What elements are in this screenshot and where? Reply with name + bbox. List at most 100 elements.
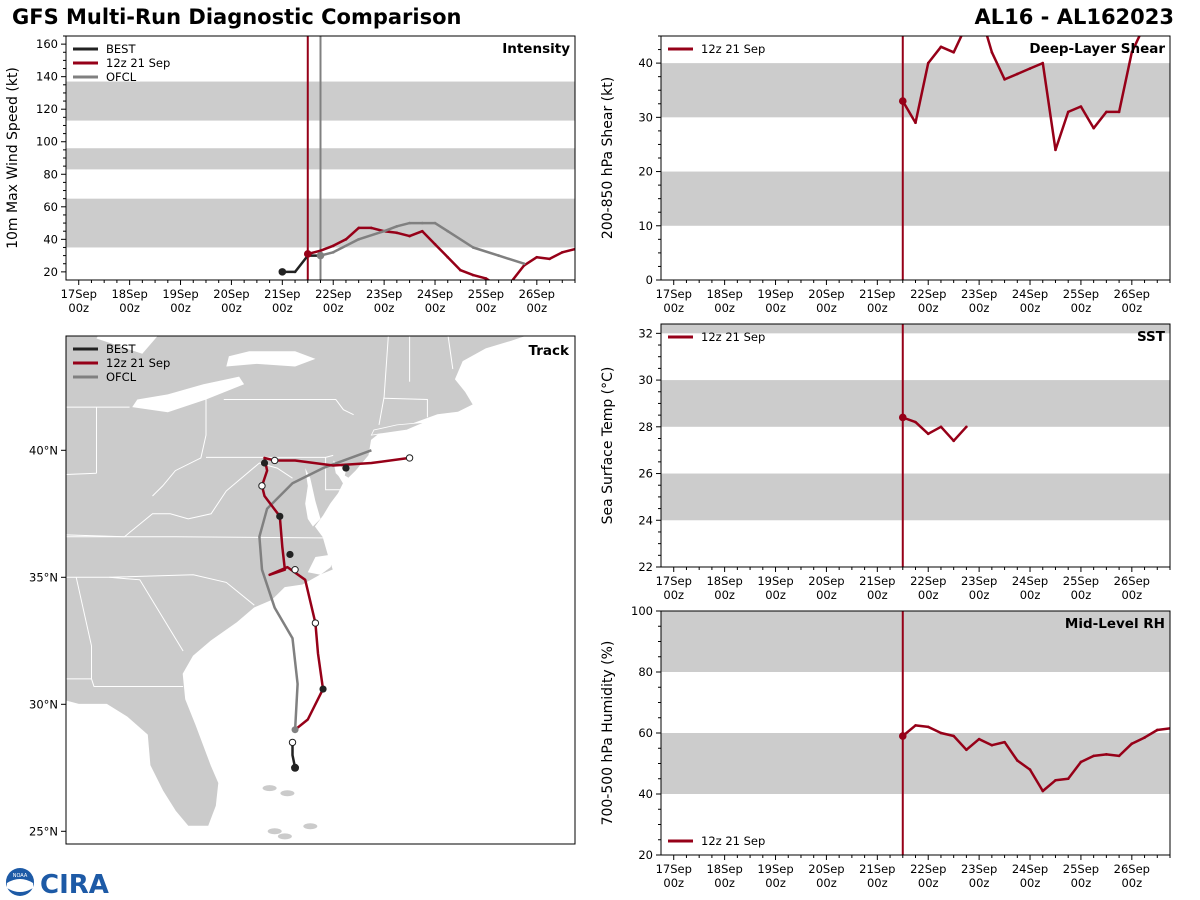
track-state-border [206, 454, 334, 458]
rh-legend-label: 12z 21 Sep [701, 834, 765, 848]
intensity-run-point [331, 244, 335, 248]
sst-xtick-hour: 00z [816, 588, 837, 602]
rh-xtick-hour: 00z [1121, 876, 1142, 890]
rh-xtick-label: 24Sep [1012, 862, 1048, 876]
sst-band-0 [661, 473, 1170, 521]
intensity-ofcl-point [408, 221, 411, 225]
intensity-ytick-label: 160 [36, 37, 58, 51]
track-run-point [276, 512, 284, 520]
sst-run-line [902, 416, 968, 443]
intensity-run-point [471, 273, 475, 277]
shear-xtick-label: 22Sep [910, 287, 946, 301]
page-title: GFS Multi-Run Diagnostic Comparison [12, 5, 462, 29]
intensity-xtick-label: 26Sep [519, 287, 555, 301]
track-state-border [66, 536, 324, 539]
intensity-run-point [395, 231, 399, 235]
intensity-xtick-hour: 00z [425, 301, 446, 315]
shear-xtick-label: 19Sep [757, 287, 793, 301]
noaa-logo-badge: NOAA [13, 873, 28, 879]
intensity-xtick-label: 17Sep [61, 287, 97, 301]
intensity-run-point [303, 250, 312, 258]
sst-xtick-hour: 00z [969, 588, 990, 602]
shear-ytick-label: 20 [638, 165, 653, 179]
intensity-run-point [421, 229, 424, 233]
track-state-border [66, 574, 255, 606]
shear-run-point [1028, 67, 1032, 70]
sst-xtick-hour: 00z [663, 588, 684, 602]
shear-xtick-hour: 00z [969, 301, 990, 315]
sst-run-point [898, 413, 907, 422]
rh-xtick-label: 18Sep [706, 862, 742, 876]
sst-xtick-label: 24Sep [1012, 574, 1048, 588]
shear-run-point [1117, 110, 1121, 114]
intensity-ofcl-point [497, 254, 500, 257]
sst-panel: 22242628303217Sep00z18Sep00z19Sep00z20Se… [600, 323, 1171, 602]
shear-xtick-label: 24Sep [1012, 287, 1048, 301]
intensity-title: Intensity [502, 41, 570, 57]
track-land [66, 336, 528, 827]
shear-ylabel: 200-850 hPa Shear (kt) [600, 77, 616, 239]
intensity-xtick-label: 24Sep [417, 287, 453, 301]
sst-xtick-label: 17Sep [656, 574, 692, 588]
track-state-border [66, 472, 97, 476]
intensity-ytick-label: 60 [43, 200, 58, 214]
intensity-panel: 2040608010012014016017Sep00z18Sep00z19Se… [5, 35, 576, 315]
shear-ytick-label: 0 [646, 273, 653, 287]
sst-legend-label: 12z 21 Sep [701, 330, 765, 344]
rh-run-point [898, 732, 907, 740]
track-run-point [311, 619, 320, 627]
rh-run-point [977, 737, 981, 741]
sst-xtick-label: 21Sep [859, 574, 895, 588]
rh-ytick-label: 60 [638, 726, 653, 740]
intensity-best-point [293, 270, 297, 274]
intensity-xtick-hour: 00z [374, 301, 395, 315]
track-run-point [260, 459, 269, 467]
shear-plot-area [661, 36, 1170, 280]
rh-xtick-hour: 00z [714, 876, 735, 890]
intensity-ofcl-point [522, 262, 526, 266]
rh-run-point [939, 731, 943, 735]
intensity-xtick-hour: 00z [272, 301, 293, 315]
intensity-xtick-label: 21Sep [264, 287, 300, 301]
sst-xtick-label: 18Sep [706, 574, 742, 588]
track-best-point [291, 763, 300, 772]
track-run-point [319, 685, 327, 693]
intensity-xtick-hour: 00z [170, 301, 191, 315]
track-legend-label: OFCL [106, 370, 137, 384]
intensity-legend-label: BEST [106, 42, 136, 56]
shear-band-0 [661, 171, 1170, 226]
rh-run-point [1105, 753, 1108, 756]
sst-run-point [939, 425, 943, 429]
intensity-ytick-label: 120 [36, 102, 58, 116]
rh-xtick-label: 25Sep [1063, 862, 1099, 876]
track-ofcl-line [258, 449, 372, 730]
shear-title: Deep-Layer Shear [1029, 41, 1165, 57]
sst-ytick-label: 24 [638, 513, 653, 527]
shear-run-point [898, 97, 907, 105]
rh-run-point [1143, 736, 1146, 739]
track-state-border [75, 577, 92, 679]
rh-run-point [926, 725, 930, 729]
track-island [303, 823, 318, 830]
intensity-ytick-label: 20 [43, 265, 58, 279]
intensity-best-point [278, 268, 287, 276]
noaa-logo-wave [7, 879, 33, 892]
sst-xtick-label: 19Sep [757, 574, 793, 588]
shear-run-point [1016, 72, 1019, 76]
shear-ytick-label: 40 [638, 56, 653, 70]
sst-xtick-hour: 00z [867, 588, 888, 602]
shear-xtick-hour: 00z [918, 301, 939, 315]
intensity-ytick-label: 140 [36, 70, 58, 84]
track-run-point [270, 456, 279, 465]
intensity-xtick-hour: 00z [526, 301, 547, 315]
sst-run-point [926, 432, 930, 436]
intensity-xtick-hour: 00z [68, 301, 89, 315]
intensity-ofcl-point [316, 251, 325, 260]
sst-xtick-hour: 00z [765, 588, 786, 602]
sst-xtick-hour: 00z [1071, 588, 1092, 602]
shear-xtick-label: 21Sep [859, 287, 895, 301]
shear-run-point [990, 50, 994, 54]
track-run-line [260, 456, 410, 731]
rh-run-point [1117, 754, 1121, 758]
shear-run-point [1066, 110, 1070, 114]
